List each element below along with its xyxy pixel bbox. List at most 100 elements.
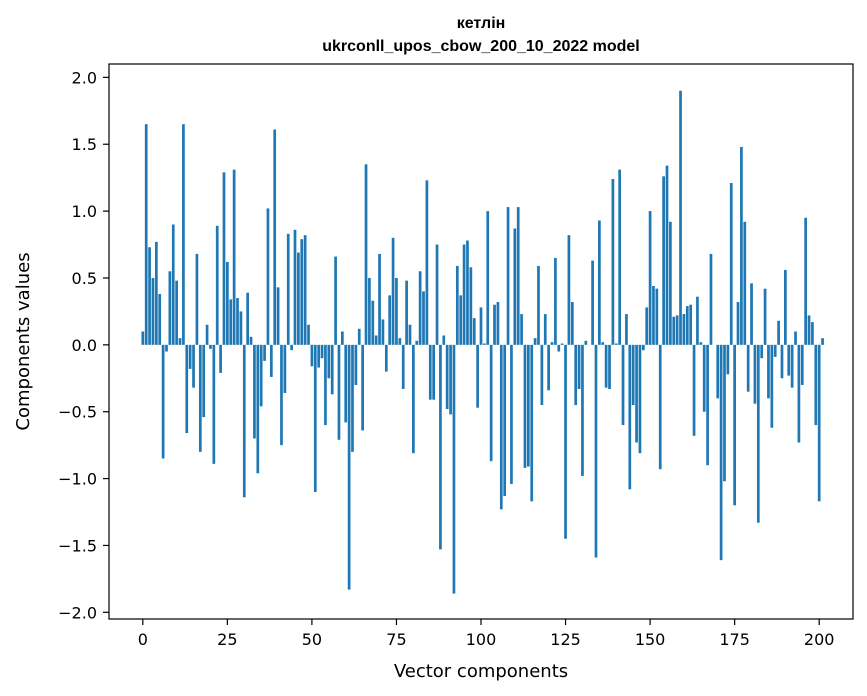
bar-156	[669, 221, 672, 345]
bar-44	[290, 344, 293, 351]
y-axis: −2.0 −1.5 −1.0 −0.5 0.0 0.5 1.0 1.5 2.0	[58, 68, 109, 622]
bar-7	[165, 344, 168, 352]
bar-106	[499, 344, 503, 510]
bar-194	[797, 344, 801, 443]
bar-138	[608, 344, 611, 389]
bar-54	[324, 344, 327, 426]
bar-3	[151, 277, 155, 345]
bar-134	[594, 344, 598, 558]
bar-51	[313, 344, 317, 492]
x-axis: 0 25 50 75 100 125 150 175 200	[138, 619, 834, 649]
bar-91	[449, 344, 452, 415]
bar-175	[733, 344, 736, 506]
bar-139	[611, 179, 615, 345]
bar-100	[479, 307, 483, 345]
bar-128	[574, 344, 578, 406]
bar-93	[455, 265, 459, 345]
bar-148	[641, 344, 645, 351]
bar-195	[800, 344, 804, 385]
bar-24	[222, 172, 226, 345]
bar-12	[182, 124, 185, 345]
bar-63	[354, 344, 358, 385]
bar-92	[452, 344, 456, 594]
x-tick-label: 75	[386, 630, 406, 649]
bar-181	[753, 344, 757, 404]
bar-173	[726, 344, 730, 375]
bar-16	[195, 253, 199, 345]
bar-84	[425, 180, 429, 345]
bar-162	[689, 304, 693, 345]
bar-145	[631, 344, 635, 406]
bar-200	[817, 344, 821, 502]
bar-101	[483, 343, 486, 345]
bar-82	[418, 271, 422, 345]
bar-68	[371, 300, 375, 345]
bar-6	[161, 344, 165, 459]
bar-95	[462, 244, 466, 345]
bar-74	[391, 237, 395, 345]
bar-107	[503, 344, 507, 496]
bar-29	[239, 311, 243, 345]
bar-131	[584, 340, 588, 345]
bar-45	[293, 229, 297, 345]
bar-67	[368, 277, 371, 345]
bar-141	[618, 169, 622, 345]
bar-142	[621, 344, 625, 426]
bar-108	[506, 207, 510, 345]
bar-179	[746, 344, 750, 392]
y-tick-label: 0.0	[72, 336, 97, 355]
bar-33	[253, 344, 256, 439]
bar-165	[699, 342, 703, 345]
bar-48	[303, 235, 307, 345]
bar-197	[807, 315, 811, 345]
bar-21	[212, 344, 216, 464]
bar-109	[510, 344, 513, 484]
bar-78	[405, 280, 408, 345]
bar-166	[702, 344, 706, 412]
y-tick-label: 0.5	[72, 269, 97, 288]
y-tick-label: 1.5	[72, 135, 97, 154]
bar-15	[192, 344, 195, 388]
y-tick-label: −2.0	[58, 603, 97, 622]
bar-75	[395, 277, 398, 345]
bar-147	[638, 344, 642, 454]
y-tick-label: −0.5	[58, 403, 97, 422]
bar-102	[486, 211, 490, 345]
y-tick-label: −1.5	[58, 536, 97, 555]
bar-20	[209, 344, 212, 349]
bar-31	[246, 292, 250, 345]
bar-56	[330, 344, 334, 395]
bar-167	[706, 344, 709, 466]
bar-125	[564, 344, 567, 539]
x-tick-label: 150	[635, 630, 666, 649]
x-tick-label: 50	[302, 630, 322, 649]
bar-60	[344, 344, 348, 423]
bar-81	[415, 340, 419, 345]
bar-144	[628, 344, 632, 490]
bar-126	[567, 235, 571, 345]
bar-49	[307, 324, 310, 345]
bar-58	[337, 344, 341, 440]
bar-177	[740, 146, 743, 345]
bar-55	[327, 344, 331, 379]
bar-69	[374, 335, 378, 345]
bar-118	[540, 344, 544, 406]
bar-0	[141, 331, 145, 345]
bar-170	[716, 344, 720, 399]
bar-46	[297, 252, 300, 345]
bar-52	[317, 344, 321, 368]
bar-180	[750, 283, 753, 345]
bar-26	[229, 299, 233, 345]
bar-184	[763, 288, 767, 345]
bar-189	[780, 344, 784, 379]
bar-136	[601, 342, 605, 345]
bar-28	[236, 298, 239, 345]
bar-190	[784, 269, 787, 345]
bar-1	[144, 124, 148, 345]
bar-188	[777, 320, 780, 345]
bar-121	[550, 342, 554, 345]
bar-183	[760, 344, 764, 359]
bar-150	[648, 211, 652, 345]
bar-72	[384, 344, 388, 372]
bar-98	[472, 318, 476, 345]
